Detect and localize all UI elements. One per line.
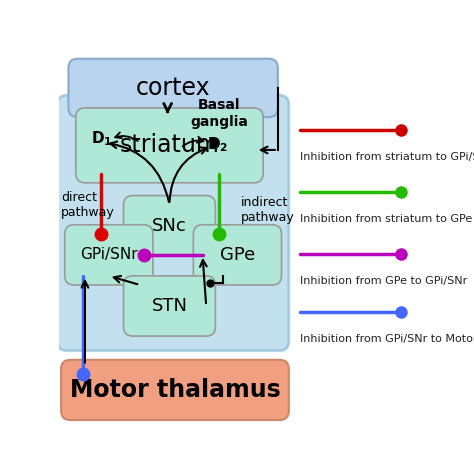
FancyBboxPatch shape: [57, 95, 289, 351]
Text: cortex: cortex: [136, 76, 210, 100]
FancyBboxPatch shape: [124, 196, 215, 256]
Text: Inhibition from GPi/SNr to Motor thalamus: Inhibition from GPi/SNr to Motor thalamu…: [300, 334, 474, 344]
Text: striatum: striatum: [119, 133, 219, 157]
Text: Basal
ganglia: Basal ganglia: [190, 98, 248, 128]
Text: $\mathbf{D_1}$: $\mathbf{D_1}$: [91, 130, 112, 148]
Text: GPi/SNr: GPi/SNr: [80, 247, 137, 263]
Text: Motor thalamus: Motor thalamus: [70, 378, 280, 402]
FancyBboxPatch shape: [124, 276, 215, 336]
Text: GPe: GPe: [220, 246, 255, 264]
Text: direct
pathway: direct pathway: [61, 191, 115, 219]
Text: SNc: SNc: [152, 217, 187, 235]
Text: Inhibition from GPe to GPi/SNr: Inhibition from GPe to GPi/SNr: [300, 276, 467, 286]
FancyBboxPatch shape: [68, 59, 278, 117]
Text: STN: STN: [152, 297, 187, 315]
Text: $\mathbf{D_2}$: $\mathbf{D_2}$: [207, 135, 228, 154]
Text: Inhibition from striatum to GPi/SNr: Inhibition from striatum to GPi/SNr: [300, 152, 474, 162]
Text: indirect
pathway: indirect pathway: [241, 196, 295, 224]
FancyBboxPatch shape: [76, 108, 263, 183]
FancyBboxPatch shape: [65, 225, 153, 285]
FancyBboxPatch shape: [61, 360, 289, 420]
FancyBboxPatch shape: [193, 225, 282, 285]
Text: Inhibition from striatum to GPe: Inhibition from striatum to GPe: [300, 214, 472, 224]
